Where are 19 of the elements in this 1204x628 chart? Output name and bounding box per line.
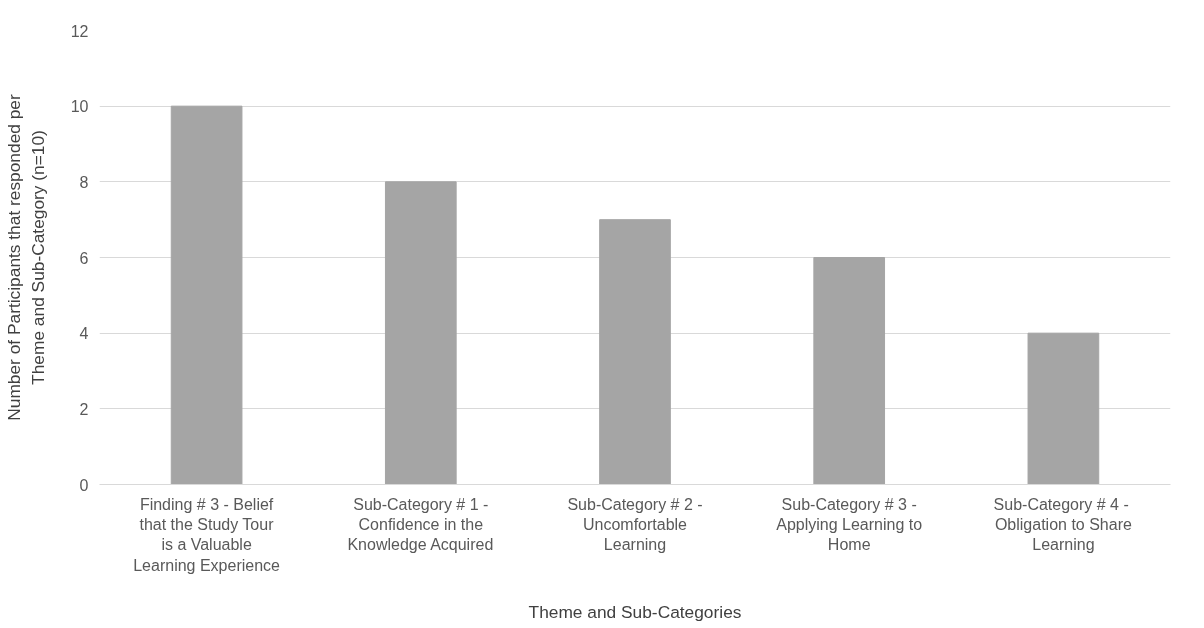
bar xyxy=(599,219,671,485)
y-tick-label: 6 xyxy=(79,249,89,267)
x-tick-label: Finding # 3 - Belief that the Study Tour is a Valuable Learning Experience xyxy=(133,495,281,574)
x-axis-title: Theme and Sub-Categories xyxy=(528,601,742,622)
x-tick-label: Sub-Category # 4 - Obligation to Share Learning xyxy=(993,495,1132,554)
bar xyxy=(1027,332,1100,485)
x-tick-label: Sub-Category # 2 - Uncomfortable Learning xyxy=(567,495,703,554)
bar xyxy=(384,181,457,485)
x-tick-label: Sub-Category # 1 - Confidence in the Knowledge Acquired xyxy=(347,495,494,554)
y-tick-label: 4 xyxy=(79,325,89,343)
y-tick-label: 8 xyxy=(79,173,89,191)
x-tick-label: Sub-Category # 3 - Applying Learning to Home xyxy=(776,495,923,554)
y-tick-label: 10 xyxy=(70,98,89,116)
y-tick-label: 2 xyxy=(79,400,89,418)
y-axis-title: Number of Participants that responded per Theme and Sub-Category (n=10) xyxy=(3,94,48,421)
bar xyxy=(813,257,886,485)
y-tick-label: 0 xyxy=(79,476,89,494)
y-tick-label: 12 xyxy=(70,22,89,40)
bar xyxy=(170,105,243,485)
